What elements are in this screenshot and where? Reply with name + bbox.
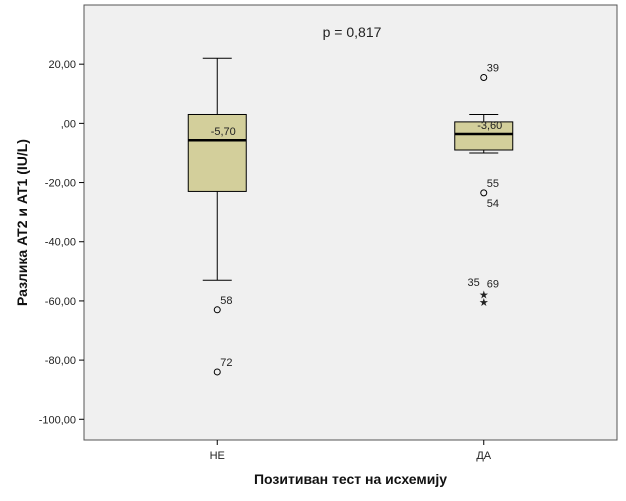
box-body <box>454 121 514 151</box>
plot-area <box>83 4 618 441</box>
outlier-label: 58 <box>220 295 232 307</box>
outlier-label: 39 <box>487 63 499 75</box>
y-tick-label: -40,00 <box>45 237 76 249</box>
x-tick-label: НЕ <box>210 450 225 462</box>
y-tick-label: -20,00 <box>45 178 76 190</box>
x-axis-title: Позитиван тест на исхемију <box>254 471 447 487</box>
box-1: -5,70 58 72 <box>187 57 247 376</box>
outlier-point <box>480 74 488 81</box>
median-label: -3,60 <box>477 120 502 132</box>
extreme-point: ★ <box>479 297 489 309</box>
x-axis: НЕ ДА <box>210 440 492 462</box>
y-tick-label: ,00 <box>61 118 76 130</box>
y-axis-title: Разлика AT2 и AT1 (IU/L) <box>14 139 30 306</box>
p-value-annotation: p = 0,817 <box>323 24 382 40</box>
box-body <box>187 113 247 192</box>
y-tick-label: -100,00 <box>39 414 76 426</box>
median-label: -5,70 <box>211 126 236 138</box>
extreme-point: ★ <box>479 290 489 302</box>
outlier-point <box>213 306 221 314</box>
outlier-point <box>480 189 488 197</box>
outlier-label: 35 <box>468 277 480 289</box>
y-tick-label: -80,00 <box>45 355 76 367</box>
outlier-label: 72 <box>220 357 232 369</box>
outlier-label: 54 <box>487 198 499 210</box>
y-tick-label: -60,00 <box>45 296 76 308</box>
y-tick-label: 20,00 <box>48 59 76 71</box>
outlier-label: 55 <box>487 178 499 190</box>
y-axis: 20,00 ,00 -20,00 -40,00 -60,00 -80,00 -100,00 <box>39 59 84 426</box>
outlier-label: 69 <box>487 279 499 291</box>
x-tick-label: ДА <box>476 450 491 462</box>
outlier-point <box>213 368 221 376</box>
